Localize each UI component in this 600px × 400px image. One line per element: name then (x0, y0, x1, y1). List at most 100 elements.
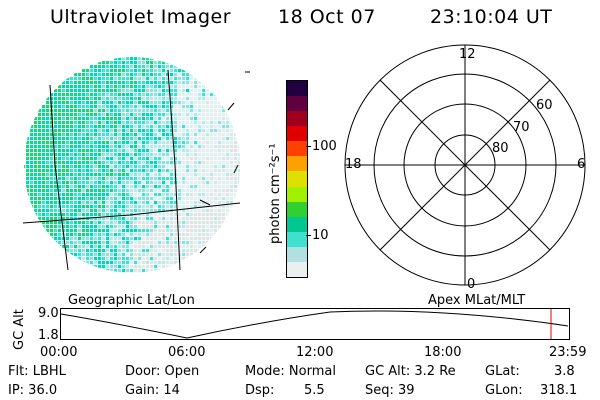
image-pixel (106, 157, 110, 161)
image-pixel (118, 137, 122, 141)
image-pixel (34, 205, 38, 209)
image-pixel (86, 121, 90, 125)
image-pixel (54, 105, 58, 109)
image-pixel (82, 97, 86, 101)
image-pixel (226, 173, 230, 177)
image-pixel (178, 245, 182, 249)
image-pixel (170, 201, 174, 205)
image-pixel (198, 177, 202, 181)
image-pixel (214, 185, 218, 189)
image-pixel (26, 141, 30, 145)
image-pixel (42, 109, 46, 113)
image-pixel (86, 113, 90, 117)
image-pixel (162, 185, 166, 189)
image-pixel (102, 161, 106, 165)
image-pixel (78, 169, 82, 173)
image-pixel (158, 97, 162, 101)
image-pixel (158, 69, 162, 73)
image-pixel (218, 125, 222, 129)
image-pixel (170, 221, 174, 225)
image-pixel (146, 197, 150, 201)
image-pixel (190, 225, 194, 229)
image-pixel (130, 193, 134, 197)
image-pixel (54, 149, 58, 153)
image-pixel (186, 113, 190, 117)
image-pixel (170, 173, 174, 177)
image-pixel (126, 117, 130, 121)
image-pixel (118, 265, 122, 269)
image-pixel (130, 129, 134, 133)
image-pixel (186, 93, 190, 97)
image-pixel (158, 77, 162, 81)
image-pixel (218, 201, 222, 205)
image-pixel (206, 133, 210, 137)
image-pixel (134, 265, 138, 269)
image-pixel (186, 85, 190, 89)
image-pixel (190, 149, 194, 153)
image-pixel (134, 217, 138, 221)
image-pixel (78, 209, 82, 213)
image-pixel (86, 73, 90, 77)
image-pixel (130, 57, 134, 61)
image-pixel (226, 121, 230, 125)
image-pixel (182, 157, 186, 161)
image-pixel (82, 105, 86, 109)
image-pixel (126, 69, 130, 73)
image-pixel (74, 141, 78, 145)
image-pixel (150, 237, 154, 241)
image-pixel (58, 133, 62, 137)
image-pixel (158, 93, 162, 97)
image-pixel (162, 173, 166, 177)
image-pixel (114, 157, 118, 161)
image-pixel (54, 161, 58, 165)
image-pixel (98, 113, 102, 117)
image-pixel (150, 265, 154, 269)
image-pixel (222, 157, 226, 161)
image-pixel (222, 109, 226, 113)
image-pixel (214, 149, 218, 153)
image-pixel (178, 109, 182, 113)
image-pixel (150, 217, 154, 221)
image-pixel (202, 173, 206, 177)
image-pixel (58, 101, 62, 105)
image-pixel (62, 181, 66, 185)
image-pixel (50, 145, 54, 149)
image-pixel (130, 209, 134, 213)
image-pixel (214, 205, 218, 209)
image-pixel (146, 185, 150, 189)
image-pixel (122, 69, 126, 73)
image-pixel (146, 273, 149, 276)
image-pixel (150, 189, 154, 193)
image-pixel (58, 125, 62, 129)
image-pixel (94, 89, 98, 93)
image-pixel (202, 117, 206, 121)
image-pixel (130, 149, 134, 153)
image-pixel (218, 197, 222, 201)
image-pixel (46, 101, 50, 105)
image-pixel (230, 173, 234, 177)
image-pixel (130, 93, 134, 97)
image-pixel (114, 257, 118, 261)
image-pixel (86, 241, 90, 245)
image-pixel (86, 225, 90, 229)
image-pixel (106, 97, 110, 101)
image-pixel (118, 201, 122, 205)
image-pixel (126, 77, 130, 81)
image-pixel (94, 229, 98, 233)
image-pixel (62, 237, 66, 241)
glat-value: 3.8 (554, 364, 575, 379)
image-pixel (150, 261, 154, 265)
image-pixel (106, 77, 110, 81)
image-pixel (94, 81, 98, 85)
image-pixel (50, 221, 54, 225)
image-pixel (106, 173, 110, 177)
image-pixel (78, 145, 82, 149)
image-pixel (194, 101, 198, 105)
image-pixel (174, 165, 178, 169)
image-pixel (198, 253, 202, 257)
image-pixel (66, 157, 70, 161)
image-pixel (150, 213, 154, 217)
image-pixel (138, 69, 142, 73)
image-pixel (90, 261, 94, 265)
image-pixel (234, 189, 238, 193)
